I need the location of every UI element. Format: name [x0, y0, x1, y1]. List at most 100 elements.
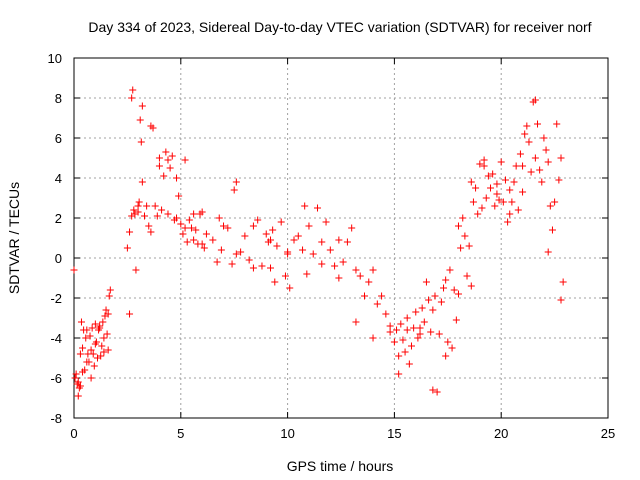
data-point: [493, 190, 501, 198]
y-tick-label: -8: [50, 411, 62, 426]
data-point: [416, 324, 424, 332]
data-point: [198, 240, 206, 248]
data-point: [431, 292, 439, 300]
data-point: [352, 266, 360, 274]
data-point: [339, 258, 347, 266]
data-point: [135, 198, 143, 206]
data-point: [348, 224, 356, 232]
data-point: [277, 218, 285, 226]
data-point: [130, 206, 138, 214]
data-point: [273, 242, 281, 250]
data-point: [136, 116, 144, 124]
data-point: [422, 278, 430, 286]
data-point: [70, 266, 78, 274]
data-point: [237, 248, 245, 256]
data-point: [489, 170, 497, 178]
data-point: [126, 228, 134, 236]
data-point: [442, 276, 450, 284]
data-point: [105, 292, 113, 300]
x-tick-label: 25: [601, 426, 615, 441]
data-point: [527, 168, 535, 176]
data-point: [87, 346, 95, 354]
data-point: [190, 210, 198, 218]
data-point: [454, 290, 462, 298]
data-point: [173, 214, 181, 222]
data-point: [190, 236, 198, 244]
data-point: [551, 198, 559, 206]
data-point: [83, 326, 91, 334]
data-point: [531, 96, 539, 104]
data-point: [269, 226, 277, 234]
data-point: [179, 230, 187, 238]
data-point: [401, 348, 409, 356]
data-point: [281, 272, 289, 280]
data-point: [151, 202, 159, 210]
data-point: [220, 222, 228, 230]
data-point: [412, 308, 420, 316]
data-point: [164, 210, 172, 218]
data-point: [510, 178, 518, 186]
data-point: [77, 318, 85, 326]
data-point: [523, 122, 531, 130]
data-point: [433, 388, 441, 396]
data-point: [416, 330, 424, 338]
data-point: [410, 324, 418, 332]
data-point: [318, 260, 326, 268]
data-point: [155, 162, 163, 170]
data-point: [469, 198, 477, 206]
data-point: [301, 202, 309, 210]
data-point: [74, 392, 82, 400]
data-point: [143, 202, 151, 210]
data-point: [76, 350, 84, 358]
data-point: [478, 204, 486, 212]
data-point: [482, 194, 490, 202]
data-point: [145, 222, 153, 230]
data-point: [382, 310, 390, 318]
data-point: [104, 346, 112, 354]
y-tick-label: -2: [50, 291, 62, 306]
data-point: [290, 236, 298, 244]
data-point: [177, 220, 185, 228]
data-point: [540, 134, 548, 142]
data-point: [198, 208, 206, 216]
plot-frame: [73, 57, 609, 419]
data-point: [335, 274, 343, 282]
data-point: [553, 120, 561, 128]
data-point: [138, 102, 146, 110]
data-point: [365, 278, 373, 286]
data-point: [232, 250, 240, 258]
data-point: [538, 178, 546, 186]
y-tick-label: 6: [55, 131, 62, 146]
x-tick-label: 5: [177, 426, 184, 441]
data-point: [452, 316, 460, 324]
data-point: [465, 242, 473, 250]
data-point: [217, 246, 225, 254]
data-point: [459, 214, 467, 222]
data-point: [407, 342, 415, 350]
data-point: [352, 318, 360, 326]
data-point: [86, 332, 94, 340]
data-point: [474, 210, 482, 218]
data-point: [309, 250, 317, 258]
data-point: [83, 358, 91, 366]
data-point: [403, 326, 411, 334]
data-point: [497, 158, 505, 166]
data-point: [126, 310, 134, 318]
data-point: [429, 386, 437, 394]
data-point: [232, 178, 240, 186]
data-point: [230, 186, 238, 194]
data-point: [442, 352, 450, 360]
data-point: [294, 232, 302, 240]
y-tick-label: 4: [55, 171, 62, 186]
data-point: [516, 150, 524, 158]
grid-lines: [74, 58, 608, 418]
data-point: [99, 318, 107, 326]
data-point: [397, 320, 405, 328]
data-point: [209, 236, 217, 244]
data-point: [508, 198, 516, 206]
data-point: [559, 278, 567, 286]
data-point: [138, 178, 146, 186]
data-point: [461, 232, 469, 240]
data-point: [267, 264, 275, 272]
data-point: [557, 154, 565, 162]
